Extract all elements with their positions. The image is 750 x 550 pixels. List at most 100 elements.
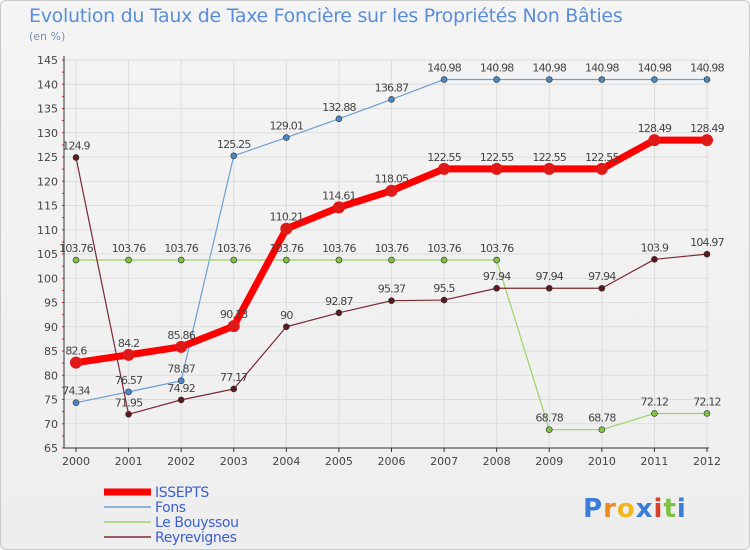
data-point	[545, 76, 553, 83]
data-point	[385, 184, 398, 197]
data-label: 84.2	[118, 337, 139, 350]
data-label: 140.98	[480, 61, 514, 74]
data-point	[125, 388, 132, 396]
data-label: 103.76	[427, 242, 461, 255]
data-label: 128.49	[690, 122, 724, 135]
data-label: 92.87	[325, 295, 353, 308]
data-label: 103.76	[112, 242, 146, 255]
x-tick-label: 2011	[640, 455, 668, 468]
x-tick-label: 2001	[115, 455, 143, 468]
data-label: 72.12	[641, 395, 669, 408]
data-label: 140.98	[532, 61, 566, 74]
data-point	[388, 297, 395, 305]
data-point	[703, 76, 711, 83]
y-tick-label: 125	[37, 151, 58, 164]
y-tick-label: 100	[37, 272, 58, 285]
data-label: 122.55	[480, 151, 514, 164]
data-label: 140.98	[427, 61, 461, 74]
data-label: 95.37	[378, 283, 406, 296]
data-point	[651, 410, 658, 417]
data-label: 90	[280, 309, 293, 322]
axes: 65 70 75 80 85 90 95 100 105 110 115 120 125 130 135 14…	[37, 54, 721, 468]
data-label: 140.98	[585, 61, 619, 74]
data-point	[230, 385, 238, 393]
data-label: 124.9	[62, 139, 90, 152]
y-tick-label: 110	[37, 224, 58, 237]
data-point	[598, 284, 606, 292]
data-point	[703, 250, 711, 258]
data-label: 97.94	[588, 270, 616, 283]
data-label: 132.88	[322, 101, 356, 114]
data-label: 129.01	[269, 120, 303, 133]
y-tick-label: 95	[44, 297, 58, 310]
data-point	[440, 76, 448, 83]
data-label: 77.17	[220, 371, 248, 384]
data-point	[493, 284, 500, 292]
data-label: 103.76	[59, 242, 93, 255]
data-point	[72, 154, 80, 161]
data-point	[335, 256, 343, 264]
data-labels: 82.6 84.2 85.86 90.13 110.21 114.61 118.05 122.…	[59, 61, 725, 425]
x-tick-label: 2012	[693, 455, 721, 468]
chart-title: Evolution du Taux de Taxe Foncière sur l…	[29, 5, 623, 27]
data-point	[332, 201, 345, 214]
data-label: 68.78	[536, 412, 564, 425]
data-label: 97.94	[536, 270, 564, 283]
logo-letter: t	[663, 494, 677, 524]
x-tick-label: 2009	[535, 455, 563, 468]
data-label: 85.86	[167, 329, 195, 342]
data-point	[440, 256, 448, 264]
y-tick-label: 120	[37, 175, 58, 188]
data-label: 97.94	[483, 270, 511, 283]
data-label: 103.76	[269, 242, 303, 255]
data-label: 128.49	[638, 122, 672, 135]
data-label: 122.55	[585, 151, 619, 164]
data-label: 103.76	[164, 242, 198, 255]
data-point	[598, 426, 606, 433]
data-point	[543, 162, 556, 175]
data-label: 74.34	[62, 385, 90, 398]
data-label: 125.25	[217, 138, 251, 151]
data-label: 72.12	[693, 395, 721, 408]
data-point	[122, 348, 135, 361]
y-tick-label: 65	[44, 442, 58, 455]
legend-label: Le Bouyssou	[155, 515, 239, 531]
data-point	[545, 426, 553, 433]
data-point	[230, 152, 238, 160]
x-tick-label: 2006	[378, 455, 406, 468]
logo-letter: i	[653, 494, 664, 524]
x-tick-label: 2008	[483, 455, 511, 468]
y-tick-label: 80	[44, 369, 58, 382]
x-tick-label: 2007	[430, 455, 458, 468]
logo-letter: r	[603, 494, 617, 524]
data-label: 95.5	[433, 282, 455, 295]
data-point	[335, 309, 343, 317]
data-label: 103.76	[375, 242, 409, 255]
x-tick-label: 2003	[220, 455, 248, 468]
x-tick-label: 2002	[167, 455, 195, 468]
data-label: 118.05	[375, 173, 409, 186]
data-point	[125, 410, 132, 418]
series-layer	[70, 76, 713, 433]
data-point	[651, 256, 658, 263]
data-point	[651, 76, 658, 83]
y-tick-label: 75	[44, 394, 58, 407]
data-point	[175, 340, 188, 353]
data-label: 76.57	[115, 374, 143, 387]
y-tick-label: 90	[44, 321, 58, 334]
data-point	[177, 377, 185, 385]
data-point	[493, 256, 500, 264]
data-label: 68.78	[588, 412, 616, 425]
data-label: 114.61	[322, 189, 356, 202]
logo-letter: P	[583, 494, 604, 524]
data-point	[72, 399, 80, 407]
data-point	[283, 323, 290, 331]
data-point	[227, 320, 240, 333]
data-label: 90.13	[220, 308, 248, 321]
y-tick-label: 135	[37, 103, 58, 116]
logo-letter: i	[676, 494, 687, 524]
legend-label: Fons	[155, 500, 186, 516]
data-point	[598, 76, 606, 83]
y-tick-label: 85	[44, 345, 58, 358]
